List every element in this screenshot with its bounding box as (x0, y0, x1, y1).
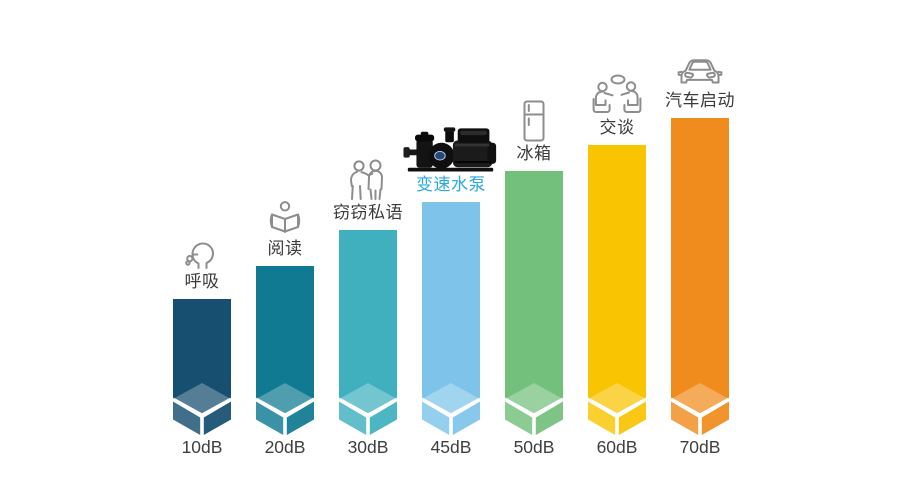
reading-icon (266, 201, 304, 237)
db-label: 70dB (679, 437, 721, 457)
activity-label: 交谈 (599, 118, 635, 137)
activity-label: 冰箱 (516, 144, 552, 163)
bar-facet-left (422, 401, 450, 435)
bar-facet-left (339, 401, 367, 435)
bar-facet-left (256, 401, 284, 435)
activity-label-highlighted: 变速水泵 (416, 175, 486, 194)
bar-45db (421, 202, 481, 435)
bar-30db (338, 230, 398, 435)
activity-label: 汽车启动 (665, 91, 735, 110)
activity-label: 阅读 (267, 239, 303, 258)
bar-20db (255, 266, 315, 435)
db-label: 45dB (430, 437, 472, 457)
bar-body-10db (173, 299, 231, 415)
bar-facet-left (173, 401, 201, 435)
db-label: 30dB (347, 437, 389, 457)
bar-50db (504, 171, 564, 435)
conversation-icon (591, 74, 643, 116)
whisper-icon (345, 157, 391, 201)
car-icon (676, 49, 724, 89)
activity-label: 窃窃私语 (333, 203, 403, 222)
bar-facet-right (535, 401, 563, 435)
fridge-icon (518, 100, 550, 142)
bar-facet-separator (670, 397, 730, 417)
bar-facet-right (618, 401, 646, 435)
bar-facet-left (671, 401, 699, 435)
bar-body-60db (588, 145, 646, 415)
db-label: 20dB (264, 437, 306, 457)
bar-60db (587, 145, 647, 435)
bar-facet-right (203, 401, 231, 435)
bar-body-70db (671, 118, 729, 415)
bar-facet-right (369, 401, 397, 435)
bar-facet-left (505, 401, 533, 435)
bar-facet-right (286, 401, 314, 435)
bar-body-20db (256, 266, 314, 415)
bar-facet-separator (338, 397, 398, 417)
bar-10db (172, 299, 232, 435)
db-label: 60dB (596, 437, 638, 457)
pump-image (401, 125, 501, 173)
db-label: 50dB (513, 437, 555, 457)
bar-body-50db (505, 171, 563, 415)
bar-facet-separator (504, 397, 564, 417)
breathing-icon (185, 234, 219, 270)
bar-facet-left (588, 401, 616, 435)
bar-facet-right (701, 401, 729, 435)
bar-facet-separator (421, 397, 481, 417)
bar-facet-separator (587, 397, 647, 417)
bar-body-45db (422, 202, 480, 415)
bar-body-30db (339, 230, 397, 415)
activity-label: 呼吸 (184, 272, 220, 291)
db-label: 10dB (181, 437, 223, 457)
bar-70db (670, 118, 730, 435)
bar-facet-separator (172, 397, 232, 417)
bar-facet-separator (255, 397, 315, 417)
bar-facet-right (452, 401, 480, 435)
